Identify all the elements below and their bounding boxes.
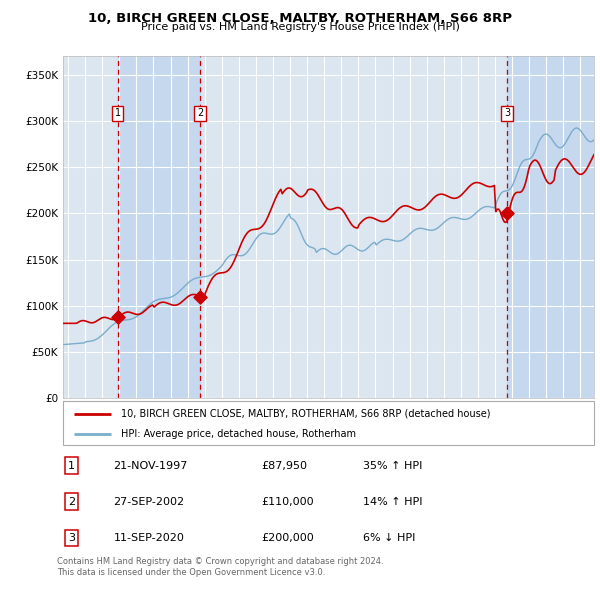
Bar bbox=[507, 56, 594, 398]
Text: 14% ↑ HPI: 14% ↑ HPI bbox=[363, 497, 422, 507]
Point bbox=[196, 292, 205, 301]
Text: Price paid vs. HM Land Registry's House Price Index (HPI): Price paid vs. HM Land Registry's House … bbox=[140, 22, 460, 32]
Bar bbox=[118, 56, 200, 398]
Text: 10, BIRCH GREEN CLOSE, MALTBY, ROTHERHAM, S66 8RP (detached house): 10, BIRCH GREEN CLOSE, MALTBY, ROTHERHAM… bbox=[121, 409, 491, 418]
Text: 21-NOV-1997: 21-NOV-1997 bbox=[113, 461, 188, 471]
Text: Contains HM Land Registry data © Crown copyright and database right 2024.: Contains HM Land Registry data © Crown c… bbox=[57, 558, 383, 566]
Text: 2: 2 bbox=[197, 109, 203, 119]
Text: 1: 1 bbox=[68, 461, 75, 471]
Text: 35% ↑ HPI: 35% ↑ HPI bbox=[363, 461, 422, 471]
Text: 11-SEP-2020: 11-SEP-2020 bbox=[113, 533, 184, 543]
Text: This data is licensed under the Open Government Licence v3.0.: This data is licensed under the Open Gov… bbox=[57, 568, 325, 577]
Text: HPI: Average price, detached house, Rotherham: HPI: Average price, detached house, Roth… bbox=[121, 430, 356, 440]
Text: £200,000: £200,000 bbox=[261, 533, 314, 543]
Text: £87,950: £87,950 bbox=[261, 461, 307, 471]
Text: 6% ↓ HPI: 6% ↓ HPI bbox=[363, 533, 415, 543]
Text: 1: 1 bbox=[115, 109, 121, 119]
FancyBboxPatch shape bbox=[63, 401, 594, 445]
Text: 3: 3 bbox=[504, 109, 510, 119]
Text: 10, BIRCH GREEN CLOSE, MALTBY, ROTHERHAM, S66 8RP: 10, BIRCH GREEN CLOSE, MALTBY, ROTHERHAM… bbox=[88, 12, 512, 25]
Text: 3: 3 bbox=[68, 533, 75, 543]
Point bbox=[502, 208, 512, 218]
Point bbox=[113, 312, 122, 322]
Text: 2: 2 bbox=[68, 497, 75, 507]
Text: 27-SEP-2002: 27-SEP-2002 bbox=[113, 497, 185, 507]
Text: £110,000: £110,000 bbox=[261, 497, 314, 507]
